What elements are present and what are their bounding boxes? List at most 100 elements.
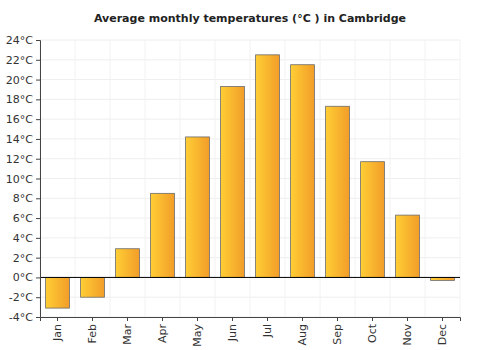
x-tick: Jul — [261, 317, 274, 338]
y-tick-mark — [36, 119, 40, 120]
x-tick-label: Jun — [226, 324, 239, 342]
grid-line-vertical — [355, 40, 356, 317]
y-tick-mark — [36, 258, 40, 259]
x-tick-label: Feb — [86, 324, 99, 343]
grid-line-vertical — [75, 40, 76, 317]
y-tick: 6°C — [13, 212, 40, 225]
y-tick: 24°C — [6, 34, 40, 47]
y-tick: 22°C — [6, 54, 40, 67]
x-tick-label: Jul — [261, 324, 274, 338]
x-tick: Nov — [401, 317, 414, 345]
x-tick: Jun — [226, 317, 239, 342]
y-tick-mark — [36, 297, 40, 298]
y-tick-label: 2°C — [13, 252, 33, 265]
y-tick-mark — [36, 179, 40, 180]
bar — [46, 277, 70, 308]
x-axis: JanFebMarAprMayJunJulAugSepOctNovDec — [41, 317, 461, 347]
y-tick: 20°C — [6, 74, 40, 87]
y-tick: 12°C — [6, 153, 40, 166]
grid-line-vertical — [180, 40, 181, 317]
grid-line-vertical — [460, 40, 461, 317]
x-tick-mark — [92, 317, 93, 321]
x-tick-label: May — [191, 324, 204, 347]
y-tick-mark — [36, 139, 40, 140]
bar — [81, 277, 105, 297]
y-tick: 14°C — [6, 133, 40, 146]
y-tick: 8°C — [13, 192, 40, 205]
y-tick-label: 10°C — [6, 173, 33, 186]
bar — [361, 162, 385, 278]
y-tick-label: 20°C — [6, 74, 33, 87]
chart-container: Average monthly temperatures (°C ) in Ca… — [0, 0, 500, 350]
grid-line — [40, 277, 460, 278]
y-tick-label: -4°C — [9, 311, 33, 324]
grid-line-vertical — [285, 40, 286, 317]
y-tick-mark — [36, 277, 40, 278]
x-tick-mark — [162, 317, 163, 321]
grid-line-vertical — [250, 40, 251, 317]
y-tick-label: -2°C — [9, 291, 33, 304]
y-tick-label: 0°C — [13, 271, 33, 284]
grid-line-vertical — [320, 40, 321, 317]
x-tick: Apr — [156, 317, 169, 343]
x-tick-mark — [337, 317, 338, 321]
y-axis-line — [36, 41, 41, 318]
y-tick-label: 8°C — [13, 192, 33, 205]
y-tick-label: 4°C — [13, 232, 33, 245]
zero-line — [40, 277, 460, 278]
y-tick-mark — [36, 198, 40, 199]
x-tick-mark — [197, 317, 198, 321]
bar — [291, 65, 315, 278]
chart-title: Average monthly temperatures (°C ) in Ca… — [94, 12, 406, 25]
y-tick: -4°C — [9, 311, 40, 324]
x-tick-mark — [57, 317, 58, 321]
x-tick-label: Mar — [121, 324, 134, 345]
x-tick-mark — [372, 317, 373, 321]
x-tick-label: Nov — [401, 324, 414, 346]
y-tick: 10°C — [6, 173, 40, 186]
y-tick-label: 6°C — [13, 212, 33, 225]
y-tick-label: 18°C — [6, 93, 33, 106]
x-tick-label: Jan — [51, 324, 64, 342]
y-tick-mark — [36, 80, 40, 81]
y-tick-label: 14°C — [6, 133, 33, 146]
x-axis-line — [41, 318, 461, 322]
bar — [256, 55, 280, 278]
x-tick: Aug — [296, 317, 309, 345]
grid — [40, 40, 460, 317]
grid-line-vertical — [390, 40, 391, 317]
plot-area: -4°C -2°C 0°C 2°C 4°C 6°C 8°C 10°C 12°C 14°C 16°C 1… — [6, 34, 461, 347]
grid-line-vertical — [145, 40, 146, 317]
grid-line-vertical — [425, 40, 426, 317]
x-tick: Feb — [86, 317, 99, 343]
grid-line-vertical — [110, 40, 111, 317]
x-tick-label: Aug — [296, 324, 309, 345]
y-tick-mark — [36, 40, 40, 41]
x-tick: Dec — [436, 317, 449, 345]
x-tick-label: Sep — [331, 324, 344, 345]
y-tick-label: 12°C — [6, 153, 33, 166]
bar — [396, 215, 420, 277]
y-tick-label: 16°C — [6, 113, 33, 126]
y-tick-label: 24°C — [6, 34, 33, 47]
bar — [221, 86, 245, 277]
y-tick-mark — [36, 99, 40, 100]
x-tick-mark — [267, 317, 268, 321]
y-tick-mark — [36, 60, 40, 61]
y-tick-mark — [36, 159, 40, 160]
bar — [186, 137, 210, 277]
y-tick: 16°C — [6, 113, 40, 126]
y-tick-mark — [36, 317, 40, 318]
x-tick-mark — [127, 317, 128, 321]
chart-svg: Average monthly temperatures (°C ) in Ca… — [0, 0, 500, 350]
x-tick-mark — [302, 317, 303, 321]
grid-line-vertical — [215, 40, 216, 317]
x-tick: Mar — [121, 317, 134, 345]
y-tick-mark — [36, 238, 40, 239]
x-tick: Sep — [331, 317, 344, 345]
x-tick-mark — [442, 317, 443, 321]
y-axis: -4°C -2°C 0°C 2°C 4°C 6°C 8°C 10°C 12°C 14°C 16°C 1… — [6, 34, 41, 324]
y-tick-mark — [36, 218, 40, 219]
bar — [116, 249, 140, 278]
y-tick: 18°C — [6, 93, 40, 106]
